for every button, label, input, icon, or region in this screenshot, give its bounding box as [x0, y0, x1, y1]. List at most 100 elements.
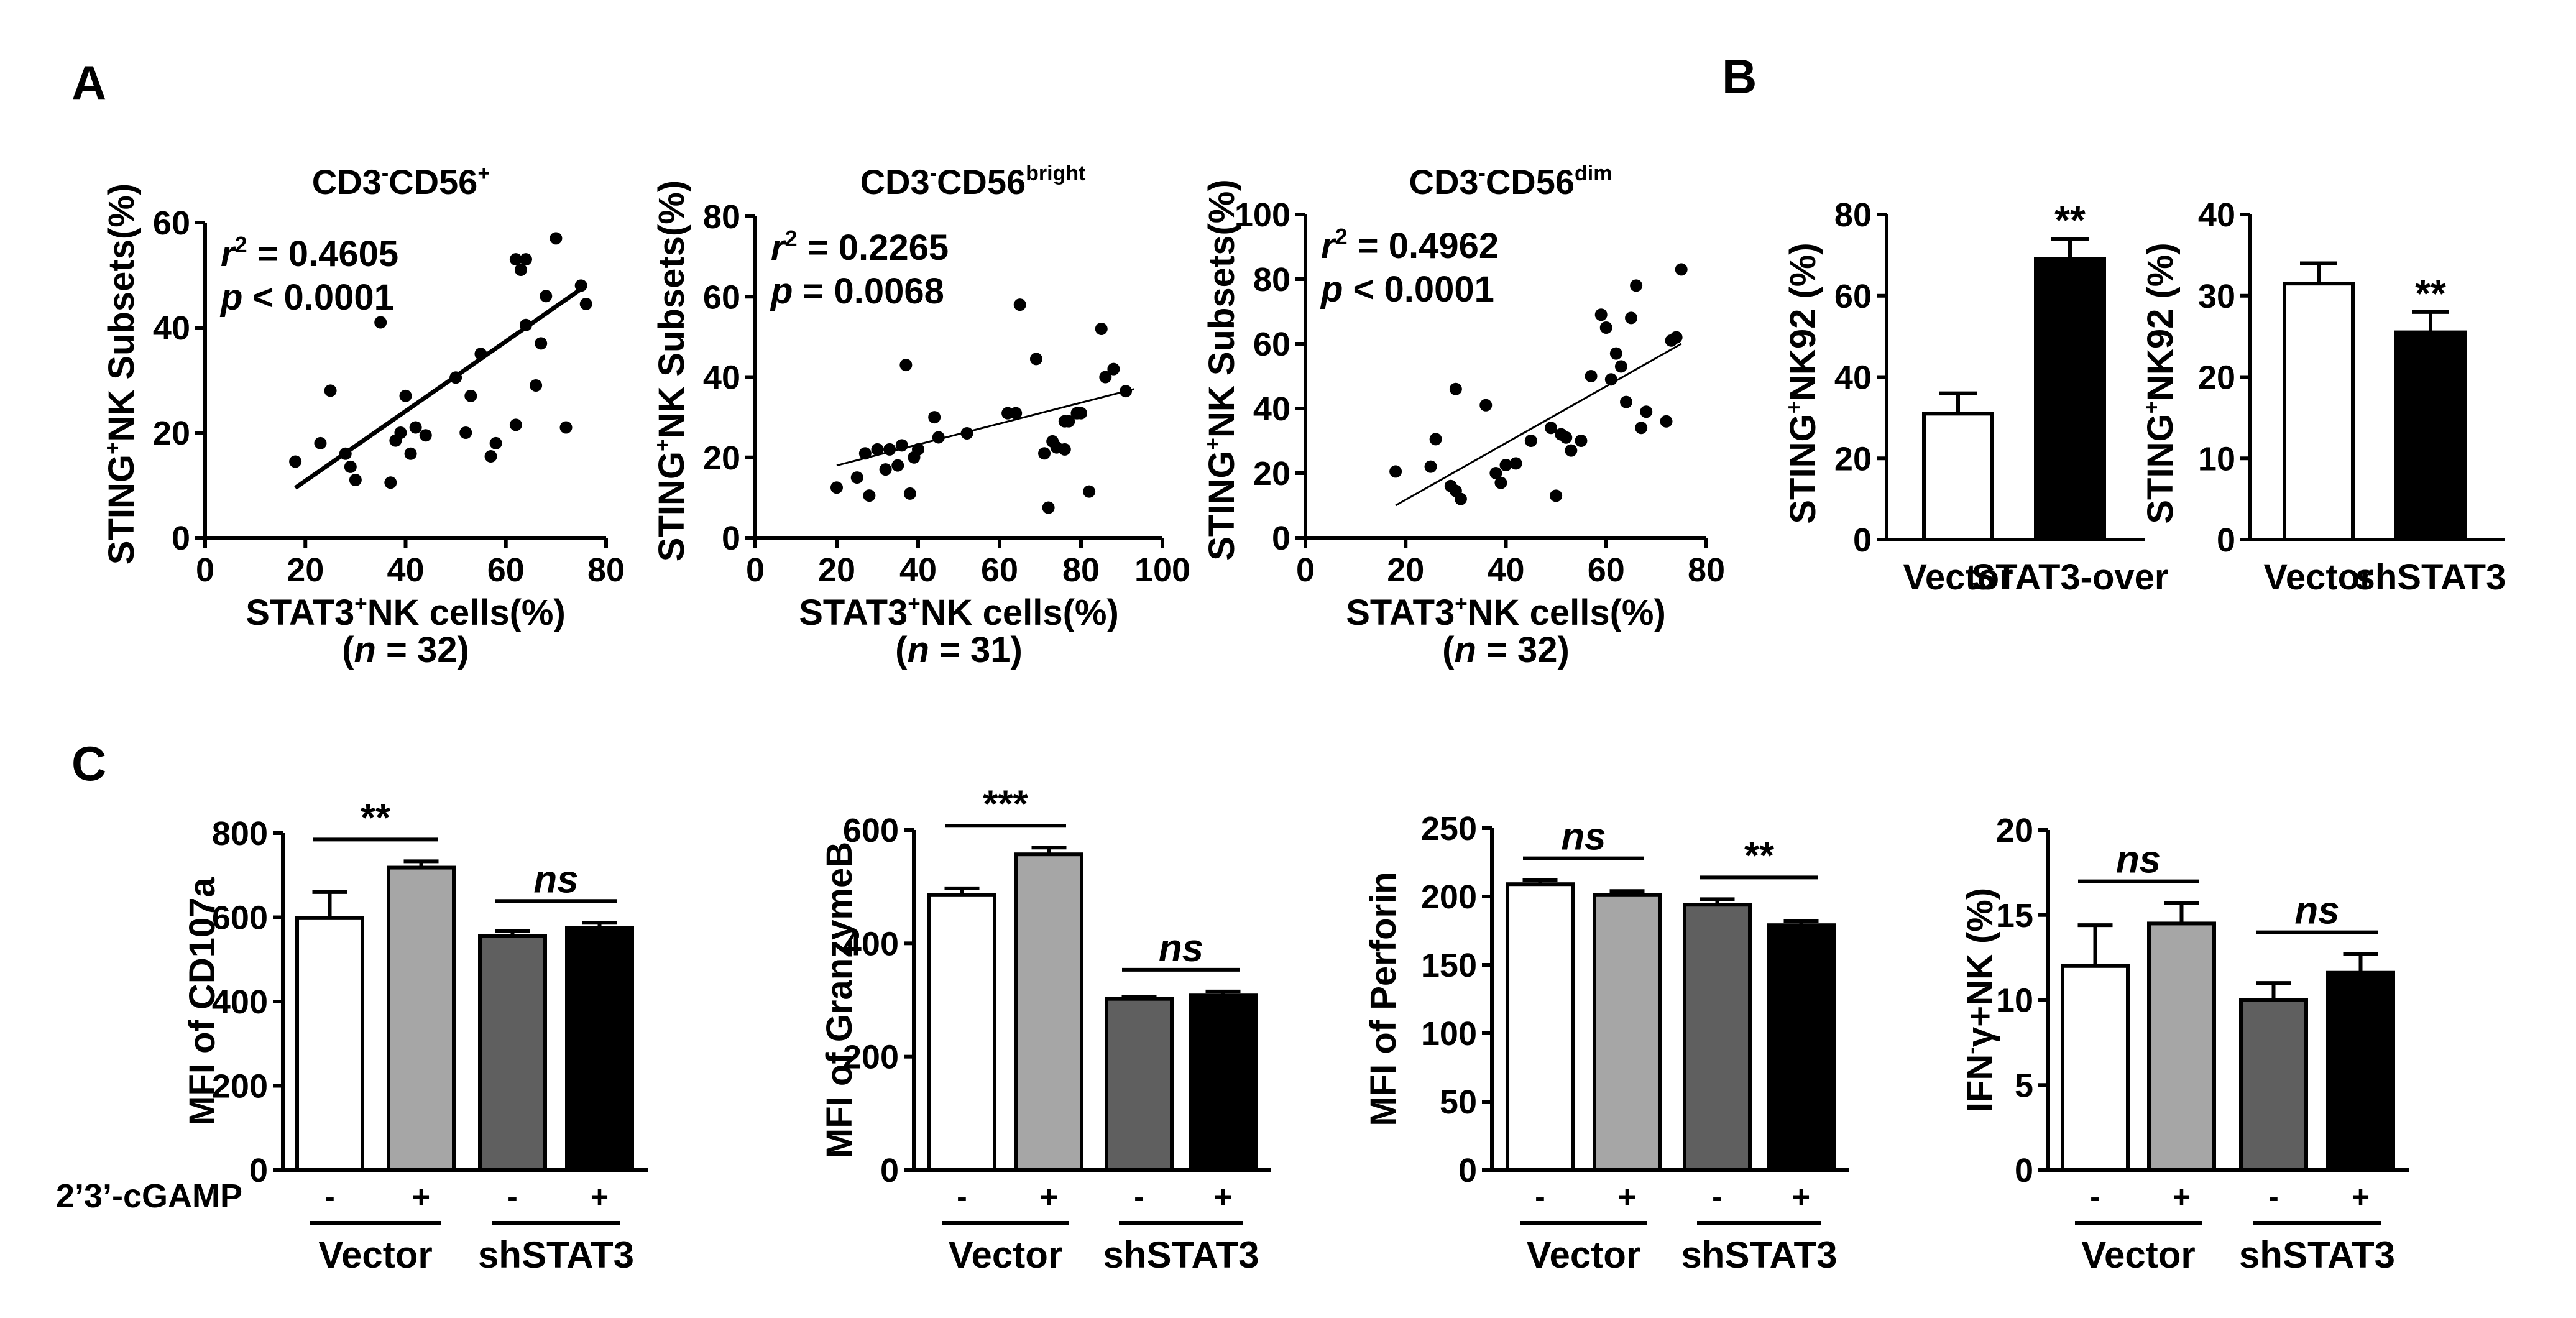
y-tick-label: 40	[1834, 359, 1872, 397]
x-tick-label: 80	[1062, 551, 1100, 589]
data-point	[550, 232, 563, 245]
y-tick-label: 40	[2198, 196, 2235, 234]
data-point	[409, 421, 422, 434]
bar	[565, 926, 634, 1172]
y-tick-label: 5	[2015, 1067, 2033, 1104]
data-point	[1038, 447, 1051, 460]
panel-label-b: B	[1722, 49, 1757, 104]
data-point	[459, 426, 472, 439]
significance-label: ns	[533, 858, 578, 901]
significance-label: **	[361, 796, 391, 839]
y-tick-label: 100	[1235, 196, 1290, 234]
p-value-label: p < 0.0001	[219, 277, 394, 318]
data-point	[1630, 279, 1643, 292]
bar	[1593, 893, 1662, 1173]
data-point	[899, 359, 913, 372]
data-point	[1625, 311, 1638, 325]
y-axis-label: MFI of CD107a	[182, 877, 223, 1125]
treatment-mark: -	[2090, 1179, 2100, 1214]
bar	[1014, 852, 1083, 1172]
chart-title: CD3-CD56bright	[860, 162, 1086, 201]
treatment-mark: -	[1134, 1179, 1144, 1214]
group-label: shSTAT3	[478, 1234, 634, 1276]
group-label: shSTAT3	[1681, 1234, 1837, 1276]
data-point	[384, 476, 397, 489]
x-tick-label: 40	[1487, 551, 1524, 589]
treatment-mark: -	[324, 1179, 335, 1214]
group-label: Vector	[2081, 1234, 2195, 1276]
data-point	[579, 297, 592, 310]
treatment-mark: +	[591, 1179, 609, 1214]
data-point	[1494, 476, 1507, 489]
y-tick-label: 200	[1421, 878, 1477, 916]
data-point	[891, 459, 904, 472]
scatter-chart-a2: 0 20 40 60 80 0 20 40 60 80 100 CD3-CD56bright r2 = …	[651, 162, 1190, 670]
data-point	[1599, 321, 1612, 334]
y-tick-label: 20	[2198, 359, 2235, 397]
data-point	[1489, 467, 1502, 479]
sample-size-label: (n = 32)	[342, 630, 469, 670]
x-axis-label: STAT3+NK cells(%)	[246, 592, 566, 633]
data-point	[324, 384, 337, 397]
significance-label: **	[2054, 198, 2086, 242]
category-label: STAT3-over	[1972, 557, 2169, 597]
data-point	[289, 455, 302, 468]
panel-label-a: A	[71, 55, 106, 110]
y-tick-label: 150	[1421, 947, 1477, 984]
bar	[2326, 970, 2395, 1172]
r-squared-label: r2 = 0.4962	[1321, 224, 1499, 266]
bar-chart-c1: 0 200 400 600 800 - + - + Vector shSTAT3 ** ns 2’3’-c…	[56, 796, 648, 1276]
data-point	[314, 436, 327, 449]
y-tick-label: 400	[212, 984, 268, 1021]
y-tick-label: 40	[703, 359, 740, 397]
data-point	[879, 463, 892, 476]
x-tick-label: 0	[1296, 551, 1315, 589]
panel-label-c: C	[71, 736, 106, 791]
y-tick-label: 60	[1834, 278, 1872, 315]
x-tick-label: 60	[981, 551, 1018, 589]
bar	[2239, 998, 2308, 1172]
y-axis-label: STING+NK92 (%)	[1782, 242, 1823, 523]
bar	[2061, 964, 2130, 1173]
data-point	[514, 264, 527, 277]
y-tick-label: 30	[2198, 278, 2235, 315]
y-tick-label: 80	[1253, 261, 1290, 298]
data-point	[1614, 360, 1627, 373]
y-tick-label: 200	[843, 1039, 899, 1076]
data-point	[850, 471, 863, 484]
data-point	[489, 436, 502, 449]
data-point	[1449, 382, 1462, 395]
data-point	[344, 460, 357, 473]
bar	[1767, 923, 1836, 1172]
treatment-mark: -	[957, 1179, 967, 1214]
y-tick-label: 80	[1834, 196, 1872, 234]
data-point	[530, 379, 543, 392]
data-point	[1029, 353, 1042, 366]
treatment-mark: +	[1792, 1179, 1810, 1214]
data-point	[1660, 415, 1673, 428]
data-point	[1609, 347, 1622, 360]
data-point	[928, 411, 941, 424]
r-squared-label: r2 = 0.4605	[221, 232, 398, 274]
x-tick-label: 40	[387, 551, 424, 589]
group-label: Vector	[1527, 1234, 1640, 1276]
data-point	[404, 447, 417, 460]
significance-label: ***	[983, 783, 1028, 826]
data-point	[1454, 492, 1467, 505]
y-tick-label: 60	[153, 205, 190, 242]
data-point	[1620, 395, 1632, 408]
y-tick-label: 60	[1253, 326, 1290, 363]
data-point	[464, 389, 477, 402]
y-axis-label: MFI of Perforin	[1363, 872, 1404, 1126]
data-point	[394, 426, 407, 439]
data-point	[1424, 460, 1437, 473]
significance-label: **	[2415, 271, 2446, 316]
group-label: Vector	[318, 1234, 432, 1276]
data-point	[1585, 370, 1598, 382]
chart-title: CD3-CD56dim	[1409, 162, 1612, 201]
y-axis-label: MFI of GranzymeB	[819, 842, 860, 1158]
data-point	[559, 421, 573, 434]
treatment-mark: -	[1535, 1179, 1545, 1214]
y-tick-label: 0	[722, 520, 740, 557]
